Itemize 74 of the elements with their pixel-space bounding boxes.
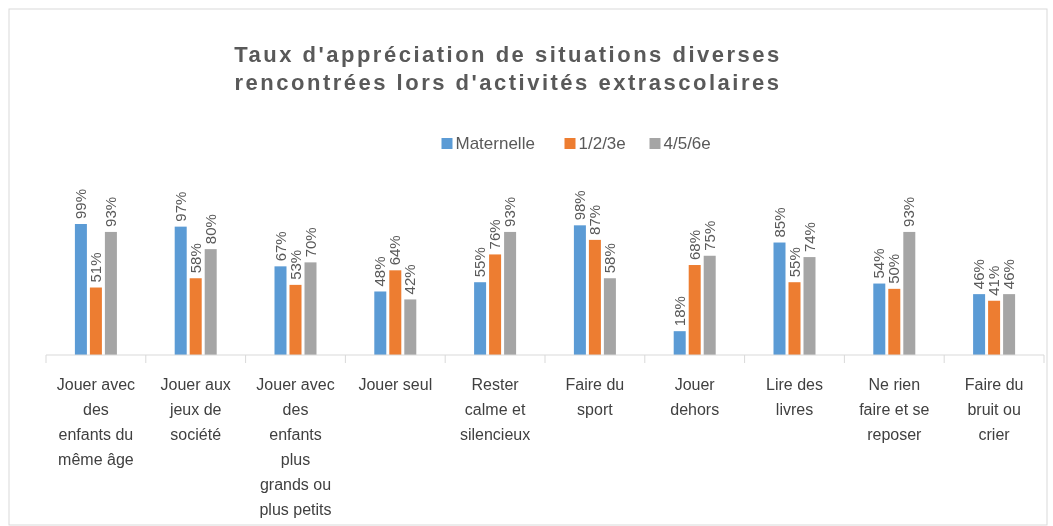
bar [588,239,601,355]
bar [89,287,102,355]
data-label: 87% [585,204,603,235]
legend-label: 4/5/6e [663,134,711,153]
bar [74,224,87,355]
bar [773,242,786,355]
data-label: 46% [970,259,988,290]
bar [404,299,417,355]
data-label: 93% [900,196,918,227]
chart-title: Taux d'appréciation de situations diverses rencontrées lors d'activités extrascolaires [234,42,782,95]
bar [903,231,916,355]
x-tick-label: Jouer avec des enfants du même âge [56,376,136,468]
x-tick-label: Jouer dehors [670,376,720,418]
bar [873,283,886,355]
bar [174,226,187,355]
data-label: 46% [1000,259,1018,290]
bar [474,282,487,355]
bar [1003,294,1016,355]
data-label: 51% [86,252,104,283]
data-label: 18% [670,296,688,327]
data-label: 97% [171,191,189,222]
data-label: 64% [386,235,404,266]
data-label: 98% [570,190,588,221]
data-label: 55% [785,247,803,278]
data-label: 58% [186,243,204,274]
bar [988,300,1001,355]
bar [573,225,586,355]
bar [788,282,801,355]
data-label: 99% [71,188,89,219]
x-tick-label: Ne rien faire et se reposer [859,376,930,443]
x-tick-label: Rester calme et silencieux [459,376,531,443]
bar [189,278,202,355]
bar [374,291,387,355]
x-tick-label: Jouer avec des enfants plus grands ou plus petits [256,376,335,518]
bar [888,288,901,355]
x-tick-label: Jouer seul [358,376,433,393]
data-label: 54% [870,248,888,279]
data-label: 68% [685,229,703,261]
data-label: 80% [201,214,219,245]
data-label: 55% [471,247,489,278]
legend-label: Maternelle [455,134,535,153]
data-label: 85% [770,207,788,238]
data-label: 67% [271,231,289,262]
bar [703,255,716,355]
data-label: 42% [401,264,419,295]
bar [289,284,302,355]
bar [803,257,816,355]
bar [603,278,616,355]
bar [504,231,517,355]
data-label: 70% [301,227,319,258]
data-label: 48% [371,256,389,287]
data-label: 76% [486,219,504,250]
data-label: 53% [286,249,304,280]
data-label: 93% [501,196,519,227]
bar [104,231,117,355]
bar [274,266,287,355]
bar [973,294,986,355]
x-tick-label: Faire du sport [565,376,625,418]
data-label: 93% [101,196,119,227]
bar [673,331,686,355]
legend-label: 1/2/3e [578,134,626,153]
data-label: 74% [800,222,818,253]
data-label: 50% [885,253,903,284]
bar [389,270,402,355]
x-tick-label: Faire du bruit ou crier [964,376,1024,443]
data-label: 41% [985,265,1003,296]
x-tick-label: Jouer aux jeux de société [160,376,231,443]
x-tick-label: Lire des livres [766,376,823,418]
bar [304,262,317,355]
bar [204,249,217,355]
bar [489,254,502,355]
data-label: 75% [700,220,718,251]
data-label: 58% [600,243,618,274]
bar [688,265,701,355]
